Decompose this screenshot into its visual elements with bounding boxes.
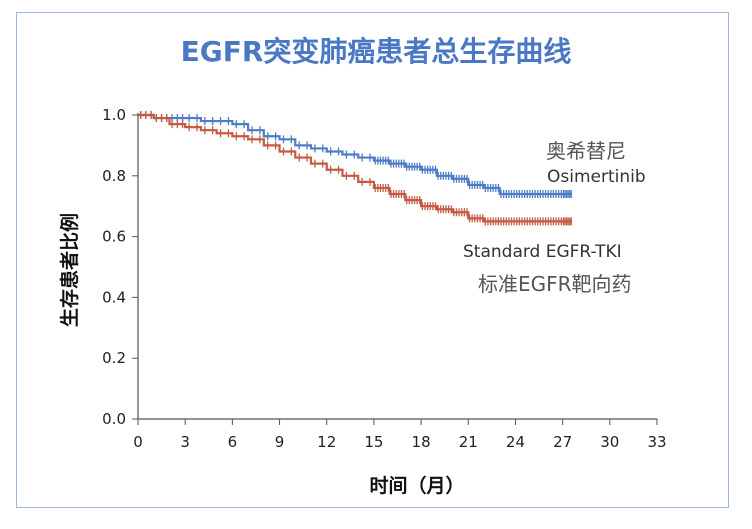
chart-title: EGFR突变肺癌患者总生存曲线 bbox=[180, 35, 572, 68]
axes bbox=[137, 113, 657, 420]
standard-tki-label-cn: 标准EGFR靶向药 bbox=[478, 272, 632, 296]
standard-tki-label: Standard EGFR-TKI bbox=[463, 242, 622, 262]
standard-tki-curve bbox=[138, 113, 573, 223]
osimertinib-censor-marks bbox=[139, 111, 572, 199]
chart-frame bbox=[16, 12, 729, 508]
x-tick-label: 30 bbox=[600, 433, 619, 451]
x-tick-label: 24 bbox=[506, 433, 525, 451]
osimertinib-label-cn: 奥希替尼 bbox=[546, 139, 626, 163]
x-tick-label: 3 bbox=[180, 433, 190, 451]
y-tick-label: 0.4 bbox=[102, 288, 126, 306]
x-tick-label: 0 bbox=[133, 433, 143, 451]
x-tick-label: 18 bbox=[412, 433, 431, 451]
x-tick-label: 33 bbox=[647, 433, 666, 451]
x-tick-label: 27 bbox=[553, 433, 572, 451]
y-tick-label: 0.0 bbox=[102, 410, 126, 428]
x-tick-label: 9 bbox=[275, 433, 285, 451]
x-ticks: 0 3 6 9 12 15 18 21 24 27 30 33 bbox=[133, 419, 667, 451]
y-tick-label: 0.8 bbox=[102, 167, 126, 185]
y-ticks: 0.0 0.2 0.4 0.6 0.8 1.0 bbox=[102, 106, 138, 428]
y-tick-label: 1.0 bbox=[102, 106, 126, 124]
x-tick-label: 15 bbox=[364, 433, 383, 451]
x-tick-label: 6 bbox=[228, 433, 238, 451]
x-tick-label: 12 bbox=[317, 433, 336, 451]
y-axis-title: 生存患者比例 bbox=[58, 213, 81, 327]
x-tick-label: 21 bbox=[459, 433, 478, 451]
y-tick-label: 0.2 bbox=[102, 349, 126, 367]
standard-tki-censor-marks bbox=[139, 111, 572, 226]
x-axis-title: 时间（月） bbox=[369, 474, 464, 497]
y-tick-label: 0.6 bbox=[102, 228, 126, 246]
osimertinib-label: Osimertinib bbox=[547, 167, 646, 187]
osimertinib-curve bbox=[138, 113, 573, 196]
series-group bbox=[138, 111, 573, 226]
